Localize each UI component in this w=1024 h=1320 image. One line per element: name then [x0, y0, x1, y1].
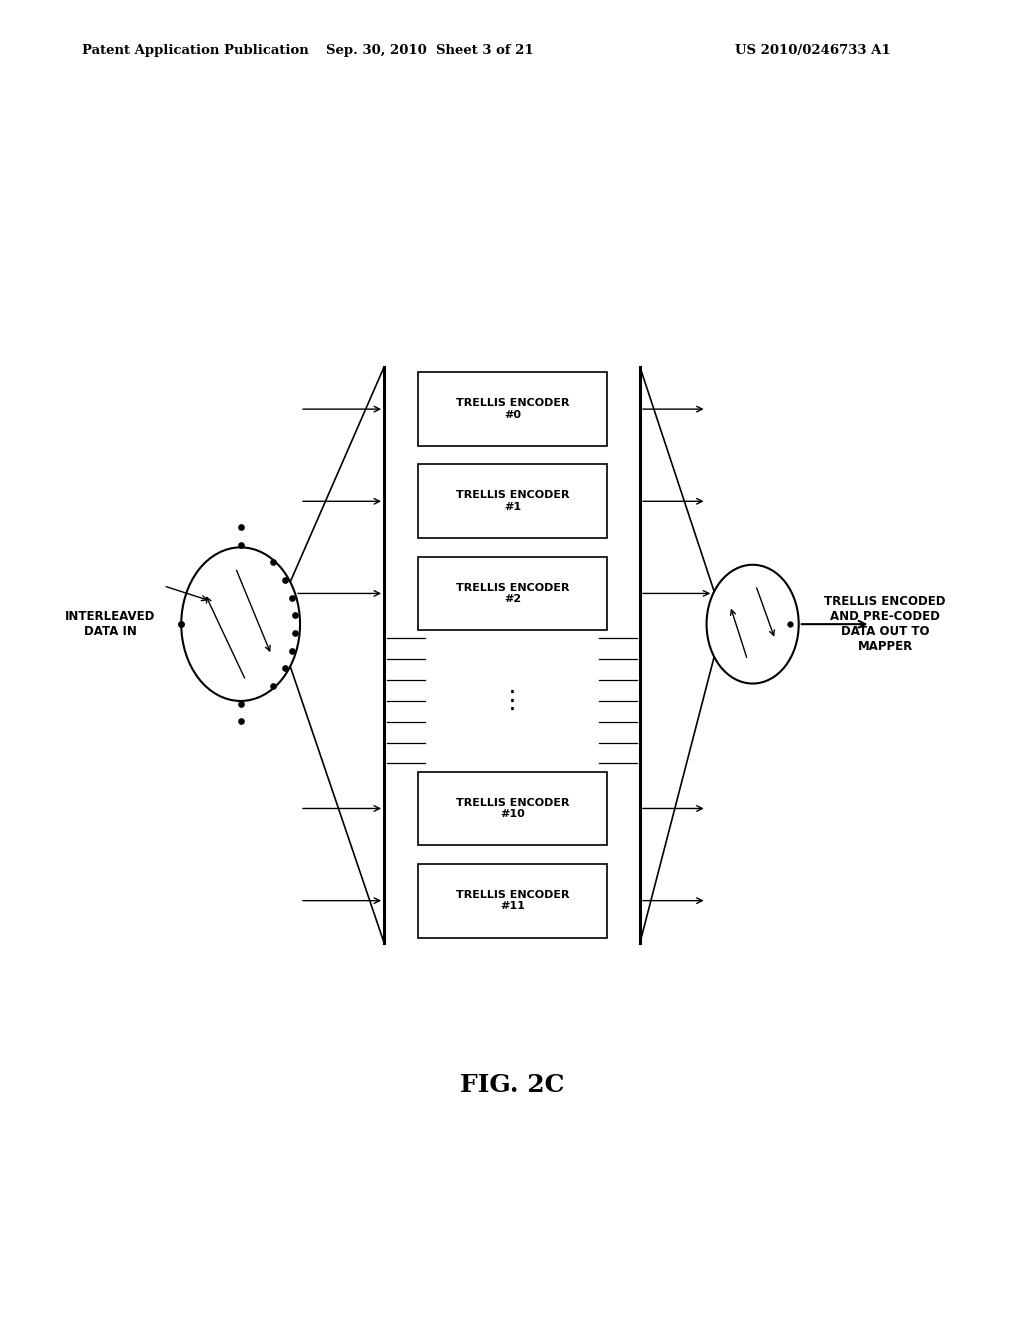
Text: INTERLEAVED
DATA IN: INTERLEAVED DATA IN [66, 610, 156, 638]
Text: US 2010/0246733 A1: US 2010/0246733 A1 [735, 44, 891, 57]
Text: TRELLIS ENCODED
AND PRE-CODED
DATA OUT TO
MAPPER: TRELLIS ENCODED AND PRE-CODED DATA OUT T… [824, 595, 946, 653]
FancyBboxPatch shape [418, 372, 607, 446]
Text: FIG. 2C: FIG. 2C [460, 1073, 564, 1097]
Text: TRELLIS ENCODER
#0: TRELLIS ENCODER #0 [456, 399, 569, 420]
FancyBboxPatch shape [418, 772, 607, 845]
Text: TRELLIS ENCODER
#11: TRELLIS ENCODER #11 [456, 890, 569, 911]
FancyBboxPatch shape [418, 465, 607, 539]
Text: TRELLIS ENCODER
#2: TRELLIS ENCODER #2 [456, 582, 569, 605]
Text: Sep. 30, 2010  Sheet 3 of 21: Sep. 30, 2010 Sheet 3 of 21 [327, 44, 534, 57]
FancyBboxPatch shape [418, 557, 607, 631]
FancyBboxPatch shape [418, 863, 607, 937]
Text: Patent Application Publication: Patent Application Publication [82, 44, 308, 57]
Text: ⋮: ⋮ [500, 689, 524, 713]
Text: TRELLIS ENCODER
#1: TRELLIS ENCODER #1 [456, 491, 569, 512]
Text: TRELLIS ENCODER
#10: TRELLIS ENCODER #10 [456, 797, 569, 820]
